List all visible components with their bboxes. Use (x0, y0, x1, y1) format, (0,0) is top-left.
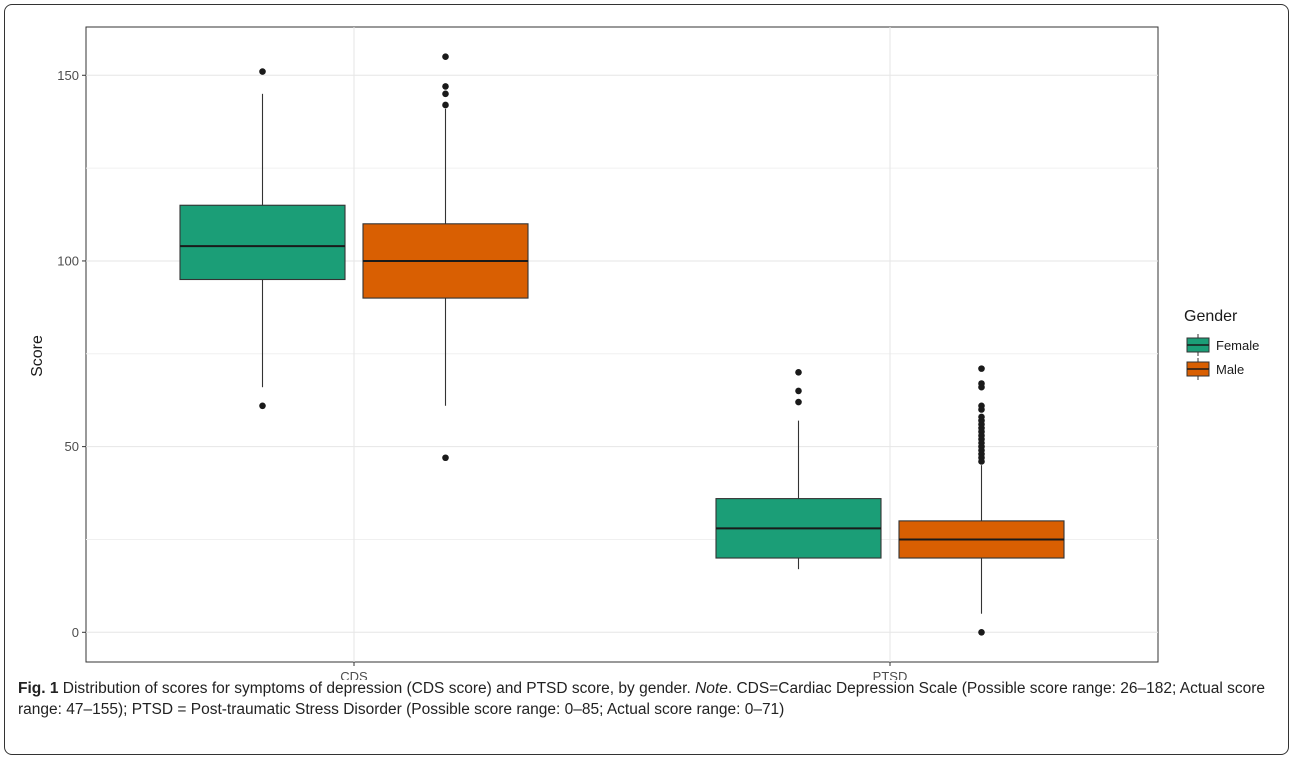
plot-panel (85, 26, 1159, 663)
outlier-point (978, 458, 985, 465)
outlier-point (259, 68, 266, 75)
caption-note-label: Note (695, 680, 728, 697)
legend-key-female: Female (1186, 334, 1259, 356)
outlier-point (442, 101, 449, 109)
axes: 0 50 100 150 CDS PTSD (57, 68, 907, 680)
outlier-point (442, 454, 449, 462)
outlier-point (795, 398, 802, 406)
caption-note-text: . CDS=Cardiac Depression Scale (Possible… (18, 680, 1266, 718)
legend-key-male: Male (1186, 358, 1244, 380)
outlier-point (978, 383, 985, 391)
box-male-ptsd (898, 365, 1065, 636)
caption-figure-label: Fig. 1 (18, 680, 59, 697)
y-tick-label: 50 (65, 439, 79, 454)
legend-label: Male (1216, 362, 1244, 377)
outlier-point (795, 387, 802, 395)
outlier-point (442, 53, 449, 61)
caption-text: Distribution of scores for symptoms of d… (58, 680, 696, 697)
figure-caption: Fig. 1 Distribution of scores for sympto… (18, 678, 1280, 720)
boxes (179, 53, 1065, 636)
outlier-point (978, 406, 985, 413)
outlier-point (442, 90, 449, 98)
legend-title: Gender (1184, 308, 1238, 325)
x-tick-label: CDS (340, 669, 368, 680)
outlier-point (978, 628, 985, 636)
outlier-point (978, 365, 985, 372)
figure-frame (4, 4, 1289, 755)
iqr-box (179, 204, 346, 281)
legend-label: Female (1216, 338, 1259, 353)
box-female-ptsd (715, 369, 882, 570)
y-tick-label: 150 (57, 68, 79, 83)
box-male-cds (362, 53, 529, 462)
legend: Gender Female Male (1184, 308, 1259, 380)
box-female-cds (179, 68, 346, 410)
y-tick-label: 100 (57, 253, 79, 268)
outlier-point (442, 83, 449, 90)
y-axis-title: Score (29, 335, 46, 377)
outlier-point (795, 369, 802, 376)
y-tick-label: 0 (72, 625, 79, 640)
box-plot-chart: 0 50 100 150 CDS PTSD Score Gender Female Male (29, 26, 1259, 680)
x-tick-label: PTSD (873, 669, 908, 680)
outlier-point (259, 402, 266, 410)
